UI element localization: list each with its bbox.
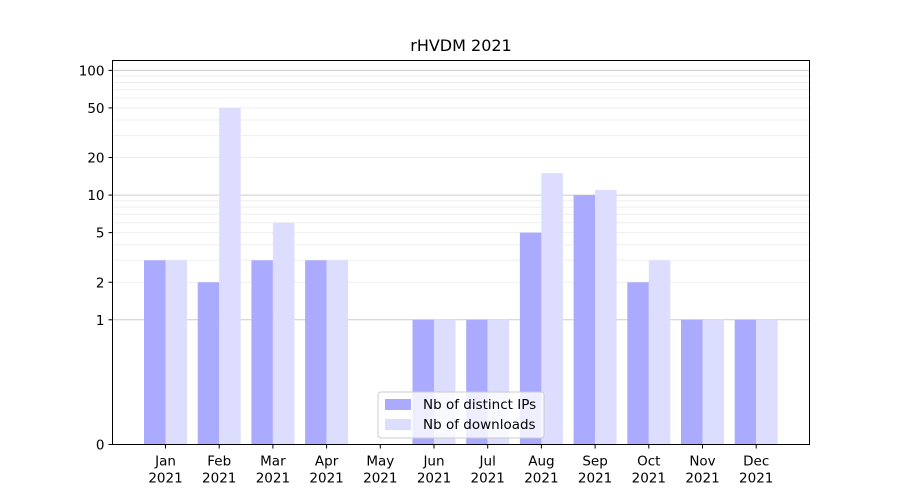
plot-frame (112, 60, 810, 445)
x-tick-label-month: Apr (315, 454, 339, 470)
y-tick-label: 10 (87, 188, 104, 204)
legend-label-ips: Nb of distinct IPs (423, 397, 536, 413)
x-tick-label-month: Dec (743, 454, 769, 470)
bar-downloads (326, 260, 349, 445)
bar-downloads (541, 173, 563, 445)
y-tick-label: 100 (79, 63, 105, 79)
bar-distinct-ips (681, 319, 703, 445)
y-tick-label: 1 (96, 313, 105, 329)
bar-distinct-ips (573, 195, 596, 445)
x-tick-label-month: Oct (637, 454, 660, 470)
bar-downloads (219, 107, 241, 445)
x-tick-label-year: 2021 (739, 471, 773, 487)
x-tick-label-month: Jun (422, 454, 444, 470)
x-tick-label-year: 2021 (471, 471, 505, 487)
y-tick-label: 50 (87, 101, 104, 117)
bar-downloads (595, 189, 617, 445)
x-tick-label-year: 2021 (148, 471, 182, 487)
legend: Nb of distinct IPs Nb of downloads (377, 391, 545, 439)
bar-distinct-ips (734, 319, 757, 445)
bar-distinct-ips (144, 260, 166, 445)
bar-distinct-ips (305, 260, 327, 445)
y-tick-label: 20 (87, 151, 104, 167)
x-tick-label-year: 2021 (309, 471, 343, 487)
bar-downloads (756, 319, 778, 445)
legend-label-downloads: Nb of downloads (423, 417, 536, 433)
x-tick-label-month: May (366, 454, 394, 470)
bar-downloads (648, 260, 671, 445)
x-tick-label-month: Jul (479, 454, 496, 470)
legend-swatch-downloads (385, 419, 411, 430)
x-tick-label-year: 2021 (685, 471, 719, 487)
bar-distinct-ips (197, 282, 220, 445)
x-tick-label-month: Aug (528, 454, 554, 470)
x-tick-label-month: Mar (260, 454, 286, 470)
y-tick-label: 5 (96, 226, 105, 242)
x-tick-label-year: 2021 (524, 471, 558, 487)
x-tick-label-month: Nov (689, 454, 715, 470)
x-tick-label-month: Sep (582, 454, 607, 470)
bar-distinct-ips (627, 282, 649, 445)
x-tick-label-year: 2021 (417, 471, 451, 487)
bar-downloads (272, 222, 295, 445)
y-tick-label: 2 (96, 275, 105, 291)
x-tick-label-year: 2021 (363, 471, 397, 487)
y-tick-label: 0 (96, 438, 105, 454)
x-tick-label-year: 2021 (202, 471, 236, 487)
bar-downloads (165, 260, 187, 445)
x-tick-label-month: Jan (154, 454, 176, 470)
chart-title: rHVDM 2021 (410, 36, 511, 55)
legend-box (377, 391, 545, 439)
x-axis: Jan2021Feb2021Mar2021Apr2021May2021Jun20… (148, 444, 773, 487)
legend-swatch-ips (385, 399, 411, 410)
bar-distinct-ips (251, 260, 273, 445)
y-axis: 0 1 2 5 10 20 50 100 (79, 63, 113, 454)
bar-downloads (702, 319, 724, 445)
x-tick-label-year: 2021 (578, 471, 612, 487)
x-tick-label-year: 2021 (632, 471, 666, 487)
x-tick-label-year: 2021 (256, 471, 290, 487)
x-tick-label-month: Feb (207, 454, 231, 470)
